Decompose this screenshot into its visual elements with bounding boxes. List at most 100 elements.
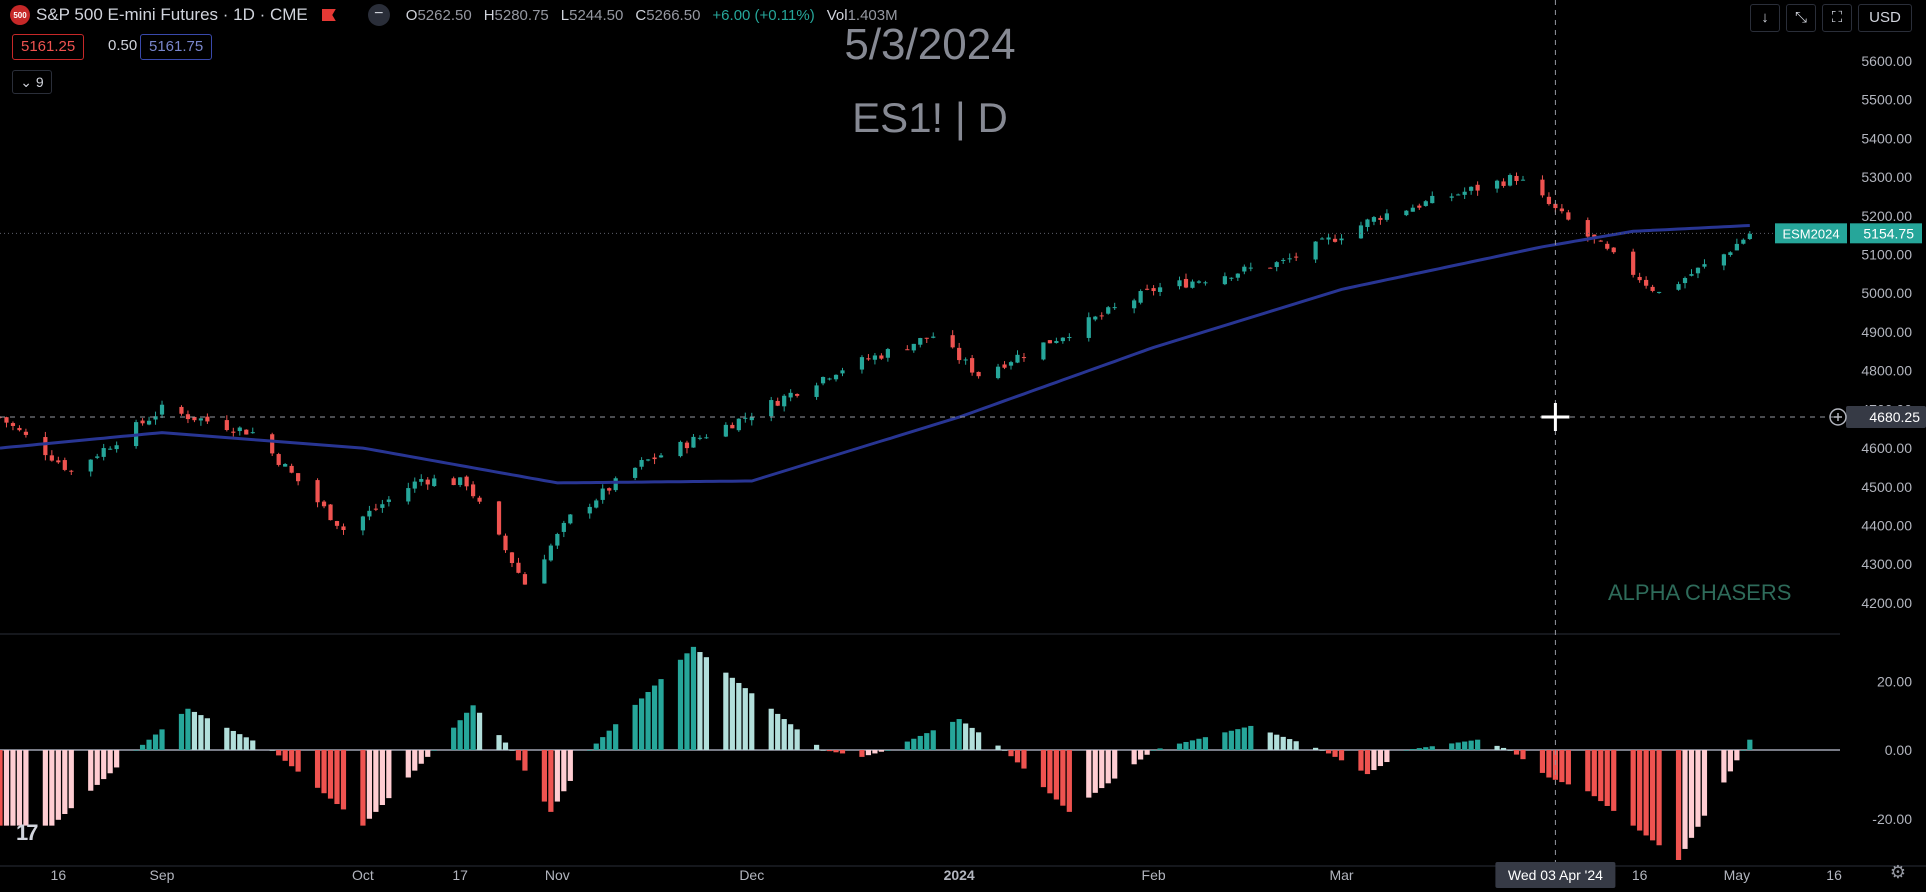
- histogram-bar: [749, 693, 755, 750]
- histogram-bar: [1202, 737, 1209, 750]
- histogram-bar: [736, 682, 742, 750]
- candle-body: [4, 417, 9, 423]
- candle-body: [380, 504, 385, 508]
- collapse-icon[interactable]: ⤡: [1786, 4, 1816, 32]
- candle: [743, 412, 748, 423]
- candle-body: [782, 395, 787, 407]
- symbol-title[interactable]: S&P 500 E-mini Futures · 1D · CME: [36, 5, 308, 24]
- candle: [237, 426, 242, 436]
- candle-body: [1067, 337, 1072, 339]
- ohlc-item: O5262.50: [406, 7, 472, 24]
- histogram-bar: [587, 750, 593, 751]
- candle: [1274, 261, 1279, 272]
- ohlc-key: L: [560, 6, 570, 24]
- fullscreen-icon[interactable]: ⛶: [1822, 4, 1852, 32]
- histogram-bar: [1429, 746, 1435, 750]
- candle: [43, 431, 48, 461]
- histogram-bar: [1559, 750, 1565, 783]
- histogram-bar: [1267, 732, 1273, 750]
- candle-body: [509, 552, 515, 564]
- candle: [613, 476, 618, 492]
- histogram-bar: [1280, 736, 1286, 750]
- candle-body: [1728, 252, 1733, 255]
- candle: [509, 552, 515, 568]
- candle-body: [321, 501, 327, 507]
- histogram-bar: [152, 734, 159, 750]
- candle-body: [1676, 284, 1681, 290]
- candle-body: [1410, 207, 1415, 212]
- candle-body: [1332, 238, 1338, 242]
- histogram-bar: [23, 750, 29, 826]
- candle-body: [244, 429, 249, 435]
- histogram-bar: [1637, 750, 1643, 831]
- histogram-bar: [1047, 750, 1053, 794]
- candle: [146, 416, 152, 426]
- flag-icon[interactable]: [321, 9, 336, 21]
- tradingview-logo[interactable]: 17: [16, 820, 39, 845]
- histogram-bar: [820, 750, 826, 751]
- ohlc-values: O5262.50 H5280.75 L5244.50 C5266.50 +6.00 (+…: [406, 7, 898, 24]
- add-alert-icon: [1829, 408, 1847, 426]
- candle: [1611, 247, 1616, 254]
- histogram-bar: [1099, 750, 1105, 789]
- settings-icon[interactable]: ⚙: [1889, 862, 1906, 882]
- candle: [1371, 215, 1377, 226]
- histogram-bar: [1656, 750, 1662, 846]
- candle-body: [1365, 219, 1370, 227]
- histogram-bar: [826, 750, 833, 752]
- indicators-toggle[interactable]: ⌄ 9: [12, 70, 52, 94]
- candle-body: [1741, 239, 1746, 244]
- candle: [1475, 181, 1480, 196]
- histogram-bar: [1695, 750, 1701, 827]
- price-tick-label: 5600.00: [1861, 53, 1912, 69]
- candle: [1682, 276, 1688, 289]
- candle: [1469, 186, 1474, 195]
- candle-body: [185, 414, 191, 420]
- candle: [1520, 175, 1526, 181]
- collapse-legend-button[interactable]: −: [367, 4, 390, 26]
- histogram-bar: [1222, 732, 1228, 750]
- candle-body: [957, 347, 962, 361]
- candle: [23, 428, 29, 438]
- candle: [198, 417, 204, 426]
- histogram-bar: [114, 750, 120, 768]
- histogram-bar: [723, 672, 729, 750]
- histogram-bar: [794, 729, 800, 750]
- candle: [1644, 276, 1649, 289]
- candle: [924, 337, 929, 344]
- candle: [639, 457, 644, 470]
- candle-body: [1157, 287, 1163, 292]
- candle-body: [1417, 205, 1422, 208]
- candle: [425, 477, 430, 490]
- ohlc-item: H5280.75: [484, 7, 549, 24]
- candle: [471, 481, 476, 499]
- candle-body: [17, 427, 22, 431]
- ohlc-key: Vol: [826, 6, 848, 24]
- candle-body: [995, 366, 1001, 379]
- candle-body: [976, 371, 981, 377]
- histogram-bar: [289, 750, 295, 767]
- candle-body: [866, 358, 871, 360]
- candle: [1190, 279, 1195, 289]
- candle-body: [1248, 267, 1253, 269]
- histogram-bar: [3, 750, 10, 826]
- buy-price-button[interactable]: 5161.75: [140, 34, 213, 60]
- candle-body: [1689, 274, 1694, 276]
- candle: [419, 474, 424, 486]
- candle: [633, 467, 638, 481]
- currency-select[interactable]: USD: [1858, 4, 1912, 32]
- candle: [1229, 277, 1234, 281]
- candle: [1332, 234, 1338, 243]
- histogram-bar: [386, 750, 392, 799]
- histogram-bar: [1449, 743, 1455, 750]
- histogram-bar: [677, 659, 684, 750]
- histogram-bar: [554, 750, 560, 802]
- time-tick-label: Sep: [150, 867, 175, 883]
- histogram-bar: [651, 685, 658, 750]
- sell-price-button[interactable]: 5161.25: [12, 34, 85, 60]
- download-icon[interactable]: ↓: [1750, 4, 1780, 32]
- candle: [885, 347, 890, 362]
- candle: [1177, 276, 1182, 290]
- candle-body: [1099, 315, 1104, 317]
